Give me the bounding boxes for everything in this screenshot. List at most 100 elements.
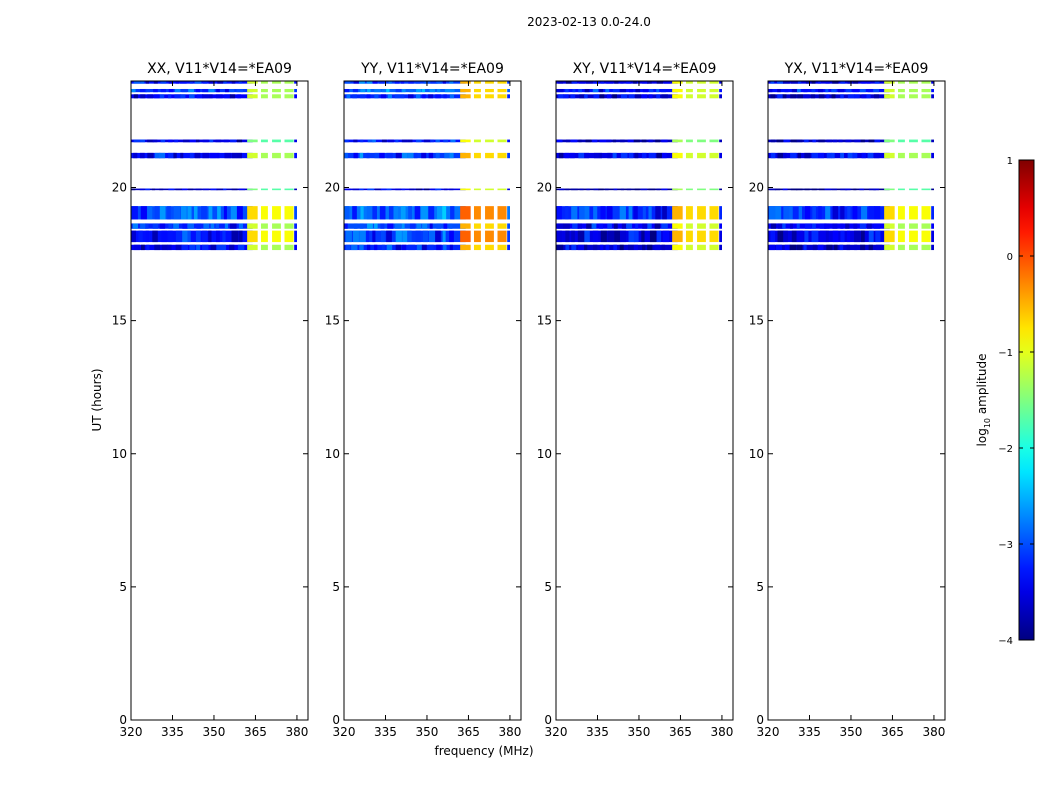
time-band-tail bbox=[931, 223, 934, 229]
speckle bbox=[201, 206, 207, 220]
speckle bbox=[789, 244, 797, 251]
speckle bbox=[138, 230, 143, 243]
colorbar-label: log10 amplitude bbox=[975, 354, 992, 447]
speckle bbox=[196, 244, 201, 251]
rfi-column bbox=[247, 94, 258, 99]
speckle bbox=[875, 230, 881, 243]
time-band bbox=[131, 230, 253, 243]
speckle bbox=[216, 152, 220, 159]
speckle bbox=[633, 230, 639, 243]
speckle bbox=[210, 244, 217, 251]
speckle bbox=[833, 244, 838, 251]
rfi-column bbox=[921, 152, 931, 159]
speckle bbox=[133, 81, 141, 84]
speckle bbox=[571, 81, 577, 84]
speckle bbox=[831, 94, 836, 99]
speckle bbox=[586, 188, 590, 191]
speckle bbox=[168, 88, 174, 93]
time-band-tail bbox=[507, 152, 510, 159]
speckle bbox=[345, 244, 351, 251]
speckle bbox=[661, 139, 668, 143]
speckle bbox=[612, 206, 620, 220]
y-tick-label: 10 bbox=[112, 447, 127, 461]
speckle bbox=[131, 188, 136, 191]
speckle bbox=[838, 88, 845, 93]
speckle bbox=[641, 244, 646, 251]
speckle bbox=[557, 223, 564, 229]
speckle bbox=[593, 188, 600, 191]
speckle bbox=[628, 230, 636, 243]
rfi-column bbox=[909, 206, 918, 220]
speckle bbox=[571, 244, 577, 251]
y-tick-label: 20 bbox=[749, 181, 764, 195]
rfi-column bbox=[672, 244, 683, 251]
speckle bbox=[374, 223, 378, 229]
speckle bbox=[571, 230, 575, 243]
speckle bbox=[577, 223, 583, 229]
speckle bbox=[782, 81, 790, 84]
speckle bbox=[811, 152, 819, 159]
rfi-column bbox=[685, 94, 693, 99]
rfi-column bbox=[247, 139, 258, 143]
speckle bbox=[565, 88, 569, 93]
speckle bbox=[359, 152, 364, 159]
rfi-column bbox=[473, 152, 481, 159]
speckle bbox=[367, 188, 374, 191]
rfi-column bbox=[460, 88, 471, 93]
speckle bbox=[770, 152, 776, 159]
panel-title: XX, V11*V14=*EA09 bbox=[147, 61, 292, 77]
rfi-column bbox=[272, 81, 281, 84]
time-band-tail bbox=[931, 206, 934, 220]
speckle bbox=[395, 244, 402, 251]
speckle bbox=[208, 206, 213, 220]
speckle bbox=[422, 230, 428, 243]
rfi-column bbox=[260, 244, 268, 251]
speckle bbox=[450, 88, 455, 93]
speckle bbox=[853, 188, 857, 191]
speckle bbox=[181, 244, 188, 251]
rfi-column bbox=[921, 230, 931, 243]
rfi-column bbox=[884, 244, 895, 251]
speckle bbox=[196, 94, 204, 99]
speckle bbox=[416, 139, 422, 143]
speckle bbox=[202, 188, 209, 191]
speckle bbox=[832, 206, 839, 220]
speckle bbox=[584, 206, 590, 220]
rfi-column bbox=[697, 152, 706, 159]
speckle bbox=[840, 152, 845, 159]
time-band-tail bbox=[931, 188, 934, 191]
speckle bbox=[175, 81, 180, 84]
speckle bbox=[175, 244, 183, 251]
speckle bbox=[769, 188, 777, 191]
speckle bbox=[435, 139, 440, 143]
speckle bbox=[208, 88, 215, 93]
y-tick-label: 0 bbox=[756, 713, 764, 727]
time-band-tail bbox=[294, 244, 297, 251]
rfi-column bbox=[247, 88, 258, 93]
speckle bbox=[154, 206, 160, 220]
speckle bbox=[147, 139, 154, 143]
speckle bbox=[840, 188, 848, 191]
speckle bbox=[852, 88, 860, 93]
speckle bbox=[196, 223, 202, 229]
speckle bbox=[231, 152, 237, 159]
rfi-column bbox=[884, 188, 895, 191]
x-tick-label: 365 bbox=[457, 725, 480, 739]
speckle bbox=[662, 230, 670, 243]
speckle bbox=[139, 188, 145, 191]
speckle bbox=[449, 223, 453, 229]
speckle bbox=[612, 88, 620, 93]
speckle bbox=[803, 94, 810, 99]
speckle bbox=[845, 188, 851, 191]
speckle bbox=[563, 223, 570, 229]
rfi-column bbox=[497, 88, 507, 93]
rfi-column bbox=[460, 206, 471, 220]
time-band-tail bbox=[294, 206, 297, 220]
speckle bbox=[565, 81, 573, 84]
rfi-column bbox=[284, 223, 294, 229]
speckle bbox=[812, 139, 817, 143]
y-tick-label: 10 bbox=[325, 447, 340, 461]
speckle bbox=[195, 188, 202, 191]
rfi-column bbox=[260, 230, 268, 243]
rfi-column bbox=[497, 206, 507, 220]
